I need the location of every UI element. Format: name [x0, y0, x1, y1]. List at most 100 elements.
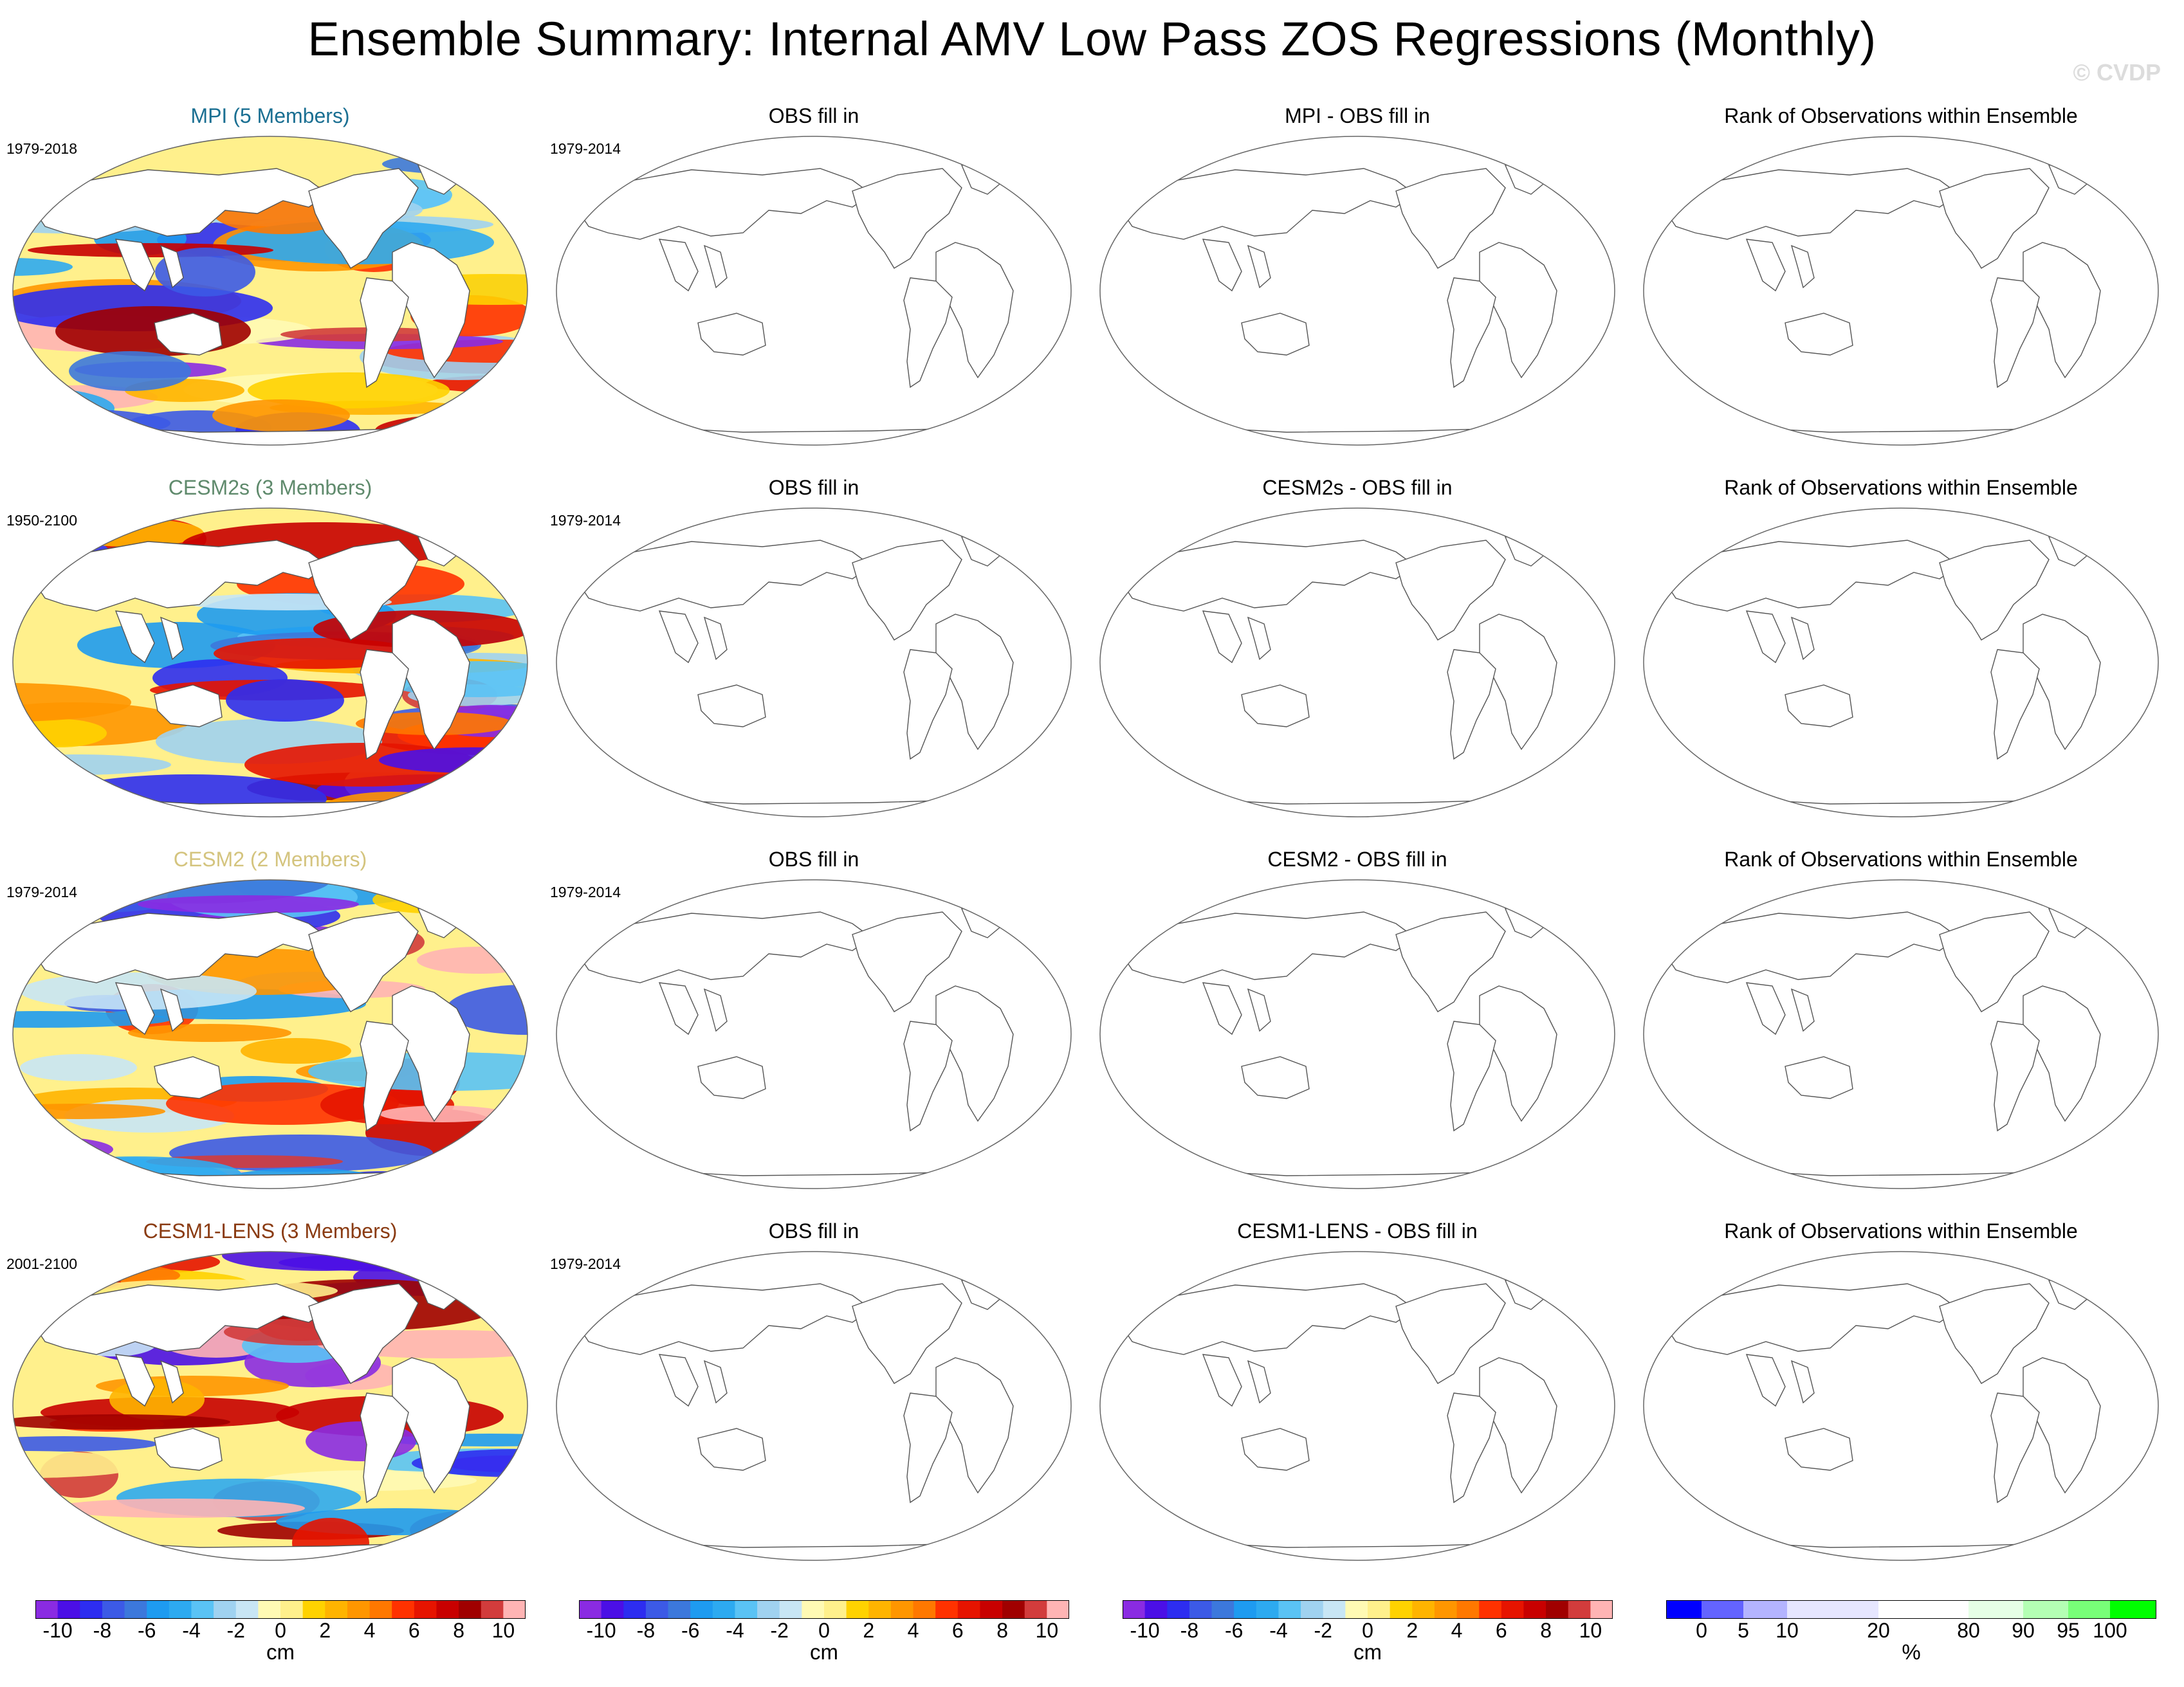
colorbar-swatch	[1546, 1600, 1569, 1618]
colorbar-tick-label: -2	[226, 1619, 244, 1639]
colorbar-tick-label: 10	[1776, 1619, 1799, 1639]
panel-title: CESM2 - OBS fill in	[1267, 848, 1447, 871]
regression-map	[12, 1251, 528, 1561]
colorbar-swatch	[779, 1600, 802, 1618]
colorbar-swatch	[690, 1600, 713, 1618]
colorbar-tick-label: 6	[1496, 1619, 1507, 1639]
colorbar-swatch	[1211, 1600, 1234, 1618]
colorbar-swatch	[124, 1600, 147, 1618]
colorbar-tick-label: 6	[408, 1619, 420, 1639]
panel-title: OBS fill in	[768, 848, 859, 871]
panel-title: CESM1-LENS - OBS fill in	[1237, 1219, 1478, 1243]
colorbar-swatch	[102, 1600, 125, 1618]
colorbar-unit: cm	[810, 1640, 838, 1664]
colorbar-swatch	[1024, 1600, 1047, 1618]
colorbar-swatch	[957, 1600, 980, 1618]
year-range: 1979-2014	[550, 140, 621, 157]
colorbar-swatch	[1412, 1600, 1435, 1618]
colorbar-tick-label: 95	[2057, 1619, 2080, 1639]
zos-colorbar-1: -10 -8 -6 -4 -2 0 2 4 6 8 10 cm	[35, 1600, 526, 1671]
regression-map	[12, 507, 528, 817]
empty-map	[1099, 879, 1615, 1189]
colorbar-swatch	[369, 1600, 392, 1618]
empty-map	[1643, 1251, 2159, 1561]
colorbar-tick-label: -4	[182, 1619, 200, 1639]
colorbar-swatch	[980, 1600, 1003, 1618]
colorbar-swatch	[1047, 1600, 1069, 1618]
model-panel: CESM1-LENS (3 Members) 2001-2100	[6, 1219, 534, 1580]
colorbar-swatch	[757, 1600, 780, 1618]
year-range: 2001-2100	[6, 1255, 77, 1272]
colorbar-tick-label: -8	[1180, 1619, 1198, 1639]
colorbar-swatch	[1167, 1600, 1190, 1618]
colorbar-swatch	[459, 1600, 482, 1618]
empty-map	[556, 879, 1072, 1189]
colorbar-swatch	[712, 1600, 735, 1618]
colorbar-swatch	[1002, 1600, 1025, 1618]
rank-colorbar: 0 5 10 20 80 90 95 100%	[1666, 1600, 2156, 1671]
colorbar-swatch	[1368, 1600, 1391, 1618]
panel-title: OBS fill in	[768, 104, 859, 127]
colorbar-tick-label: 0	[1362, 1619, 1373, 1639]
colorbar-swatch	[668, 1600, 691, 1618]
panel-title: Rank of Observations within Ensemble	[1724, 104, 2078, 127]
panel-title: OBS fill in	[768, 476, 859, 499]
colorbar-swatch	[302, 1600, 326, 1618]
colorbar-tick-label: 80	[1957, 1619, 1980, 1639]
panel-title: CESM2s - OBS fill in	[1262, 476, 1453, 499]
panel-title: CESM2 (2 Members)	[173, 848, 367, 871]
year-range: 1950-2100	[6, 512, 77, 529]
main-title: Ensemble Summary: Internal AMV Low Pass …	[307, 12, 1877, 66]
colorbar-swatch	[80, 1600, 103, 1618]
colorbar-unit: %	[1902, 1640, 1921, 1664]
colorbar-swatch	[191, 1600, 214, 1618]
colorbar-swatch	[1434, 1600, 1458, 1618]
colorbar-swatch	[1501, 1600, 1524, 1618]
colorbar-swatch	[280, 1600, 304, 1618]
colorbar-swatch	[1968, 1600, 2023, 1618]
colorbar-tick-label: 90	[2012, 1619, 2035, 1639]
obs-panel: OBS fill in 1979-2014	[550, 1219, 1078, 1580]
colorbar-tick-label: 0	[275, 1619, 286, 1639]
colorbar-swatch	[1234, 1600, 1257, 1618]
obs-panel: OBS fill in 1979-2014	[550, 476, 1078, 836]
panel-title: MPI - OBS fill in	[1285, 104, 1430, 127]
empty-map	[1099, 136, 1615, 446]
colorbar-tick-label: -2	[770, 1619, 788, 1639]
colorbar-tick-label: -10	[42, 1619, 72, 1639]
empty-map	[1099, 1251, 1615, 1561]
rank-panel: Rank of Observations within Ensemble	[1637, 1219, 2165, 1580]
colorbar-tick-label: -4	[1269, 1619, 1287, 1639]
colorbar-swatch	[601, 1600, 624, 1618]
colorbar-tick-label: 4	[1451, 1619, 1463, 1639]
colorbar-tick-label: 0	[818, 1619, 830, 1639]
colorbar-tick-label: 2	[1406, 1619, 1418, 1639]
empty-map	[1643, 879, 2159, 1189]
colorbar-swatch	[1787, 1600, 1878, 1618]
colorbar-tick-label: -6	[681, 1619, 699, 1639]
colorbar-swatch	[935, 1600, 959, 1618]
colorbar-tick-label: 20	[1867, 1619, 1890, 1639]
colorbar-swatch	[2110, 1600, 2156, 1618]
year-range: 1979-2014	[6, 884, 77, 900]
colorbar-tick-label: 8	[996, 1619, 1008, 1639]
colorbar-tick-label: 100	[2093, 1619, 2127, 1639]
rank-panel: Rank of Observations within Ensemble	[1637, 104, 2165, 464]
colorbar-swatch	[1479, 1600, 1502, 1618]
regression-map	[12, 136, 528, 446]
colorbar-swatch	[1189, 1600, 1213, 1618]
zos-colorbar-3: -10 -8 -6 -4 -2 0 2 4 6 8 10 cm	[1123, 1600, 1613, 1671]
colorbar-swatch	[1456, 1600, 1480, 1618]
colorbar-swatch	[1702, 1600, 1743, 1618]
colorbar-tick-label: -4	[726, 1619, 744, 1639]
panel-title: CESM1-LENS (3 Members)	[143, 1219, 398, 1243]
colorbar-swatch	[735, 1600, 758, 1618]
panel-title: Rank of Observations within Ensemble	[1724, 476, 2078, 499]
colorbar-swatch	[1323, 1600, 1346, 1618]
colorbar-swatch	[35, 1600, 59, 1618]
year-range: 1979-2014	[550, 1255, 621, 1272]
panel-title: Rank of Observations within Ensemble	[1724, 848, 2078, 871]
colorbar-swatch	[824, 1600, 847, 1618]
empty-map	[1099, 507, 1615, 817]
colorbar-swatch	[325, 1600, 348, 1618]
